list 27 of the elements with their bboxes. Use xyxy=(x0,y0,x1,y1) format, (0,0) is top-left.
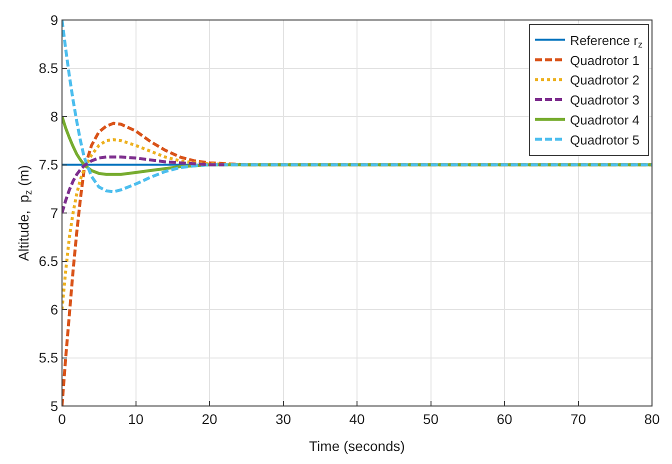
y-tick-label: 6.5 xyxy=(38,253,58,270)
legend-label: Quadrotor 2 xyxy=(570,72,640,88)
y-tick-label: 8.5 xyxy=(38,60,58,76)
x-tick-label: 80 xyxy=(644,410,660,427)
x-tick-label: 50 xyxy=(422,410,439,427)
y-tick-label: 5 xyxy=(50,398,58,414)
x-tick-label: 0 xyxy=(58,410,66,427)
x-tick-label: 40 xyxy=(349,410,365,427)
legend-label: Quadrotor 3 xyxy=(570,92,640,108)
x-tick-label: 30 xyxy=(275,410,292,427)
legend-label: Quadrotor 4 xyxy=(570,112,640,128)
y-tick-label: 6 xyxy=(50,301,58,318)
line-series xyxy=(62,156,226,214)
legend-label: Quadrotor 5 xyxy=(570,132,640,148)
x-tick-label: 70 xyxy=(570,410,586,427)
legend-label: Reference r$_{z}$ xyxy=(570,32,643,50)
y-tick-label: 7 xyxy=(50,204,58,221)
y-tick-label: 7.5 xyxy=(38,156,58,173)
y-tick-label: 8 xyxy=(50,108,58,124)
line-series xyxy=(62,20,652,194)
x-tick-label: 60 xyxy=(496,410,512,427)
y-tick-label: 5.5 xyxy=(38,350,58,366)
legend-label: Quadrotor 1 xyxy=(570,52,640,68)
x-tick-label: 10 xyxy=(128,410,144,427)
y-tick-label: 9 xyxy=(50,12,58,28)
x-tick-label: 20 xyxy=(202,410,218,427)
x-axis-title: Time (seconds) xyxy=(309,438,405,454)
